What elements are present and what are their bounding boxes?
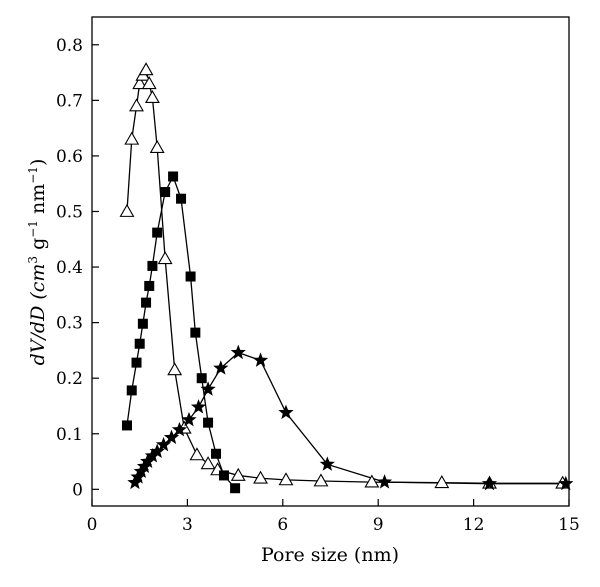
data-point-star bbox=[558, 475, 574, 491]
data-point-square bbox=[134, 338, 145, 349]
data-point-triangle bbox=[313, 473, 329, 487]
data-point-triangle bbox=[230, 467, 246, 481]
data-point-square bbox=[141, 297, 152, 308]
x-tick-label: 12 bbox=[463, 515, 485, 535]
data-point-triangle bbox=[129, 98, 144, 112]
x-tick-label: 15 bbox=[558, 515, 580, 535]
data-point-square bbox=[196, 373, 207, 384]
x-tick-label: 0 bbox=[87, 515, 98, 535]
data-point-star bbox=[181, 411, 197, 427]
data-point-triangle bbox=[141, 76, 157, 90]
x-tick-label: 6 bbox=[277, 515, 288, 535]
plot-frame bbox=[91, 16, 570, 507]
data-point-square bbox=[230, 483, 241, 494]
data-point-star bbox=[376, 474, 393, 489]
data-point-star bbox=[140, 453, 156, 469]
data-point-triangle bbox=[278, 472, 294, 486]
data-point-star bbox=[200, 381, 216, 396]
data-point-triangle bbox=[434, 475, 450, 489]
data-point-star bbox=[278, 404, 294, 420]
data-point-triangle bbox=[364, 474, 380, 488]
data-point-star bbox=[213, 360, 229, 375]
data-point-star bbox=[149, 443, 165, 459]
data-point-square bbox=[131, 357, 142, 368]
data-point-star bbox=[155, 436, 172, 452]
data-point-triangle bbox=[167, 362, 183, 376]
data-point-square bbox=[144, 280, 155, 291]
data-point-star bbox=[230, 344, 246, 360]
y-tick-label: 0.5 bbox=[56, 202, 83, 222]
data-point-triangle bbox=[132, 76, 148, 90]
data-point-triangle bbox=[119, 203, 135, 217]
data-point-square bbox=[160, 187, 171, 198]
data-point-triangle bbox=[124, 131, 140, 145]
y-axis-title: dV/dD (cm3 g−1 nm−1) bbox=[26, 159, 49, 366]
data-point-triangle bbox=[200, 456, 216, 470]
data-point-star bbox=[319, 456, 335, 471]
data-point-square bbox=[137, 318, 148, 329]
data-point-star bbox=[481, 475, 498, 491]
data-point-star bbox=[171, 421, 188, 437]
data-point-star bbox=[163, 429, 180, 445]
data-point-square bbox=[147, 260, 158, 271]
data-point-square bbox=[168, 171, 179, 182]
data-point-square bbox=[218, 470, 229, 481]
x-tick-label: 3 bbox=[182, 515, 193, 535]
data-point-triangle bbox=[253, 470, 268, 484]
series-line-filled-square bbox=[126, 174, 236, 489]
data-point-star bbox=[252, 352, 269, 367]
axis-ticks: 0 3 6 9 12 15 0 0.1 0.2 0.3 0.4 0.5 0.6 0.7 0.8 bbox=[56, 36, 580, 535]
data-point-square bbox=[121, 420, 132, 431]
data-point-square bbox=[185, 271, 196, 282]
data-point-triangle bbox=[157, 251, 173, 265]
data-point-triangle bbox=[138, 62, 154, 76]
y-tick-label: 0 bbox=[72, 480, 83, 500]
y-tick-label: 0.7 bbox=[56, 91, 83, 111]
data-point-square bbox=[176, 193, 187, 204]
data-point-star bbox=[190, 399, 207, 414]
y-tick-label: 0.2 bbox=[56, 369, 83, 389]
data-point-triangle bbox=[189, 447, 205, 461]
y-tick-label: 0.4 bbox=[56, 258, 83, 278]
data-point-triangle bbox=[144, 89, 160, 103]
y-tick-label: 0.1 bbox=[56, 425, 83, 445]
data-point-square bbox=[203, 417, 214, 428]
data-point-star bbox=[144, 447, 161, 463]
y-tick-label: 0.8 bbox=[56, 36, 83, 56]
x-axis-title: Pore size (nm) bbox=[261, 544, 399, 566]
data-point-square bbox=[126, 385, 137, 396]
data-point-square bbox=[152, 227, 163, 238]
series-markers bbox=[119, 62, 574, 494]
data-point-square bbox=[211, 448, 222, 459]
data-point-triangle bbox=[149, 139, 165, 154]
x-tick-label: 9 bbox=[373, 515, 384, 535]
series-line-filled-star bbox=[134, 351, 566, 485]
y-tick-label: 0.6 bbox=[56, 147, 83, 167]
y-tick-label: 0.3 bbox=[56, 314, 83, 334]
data-point-square bbox=[190, 327, 201, 338]
